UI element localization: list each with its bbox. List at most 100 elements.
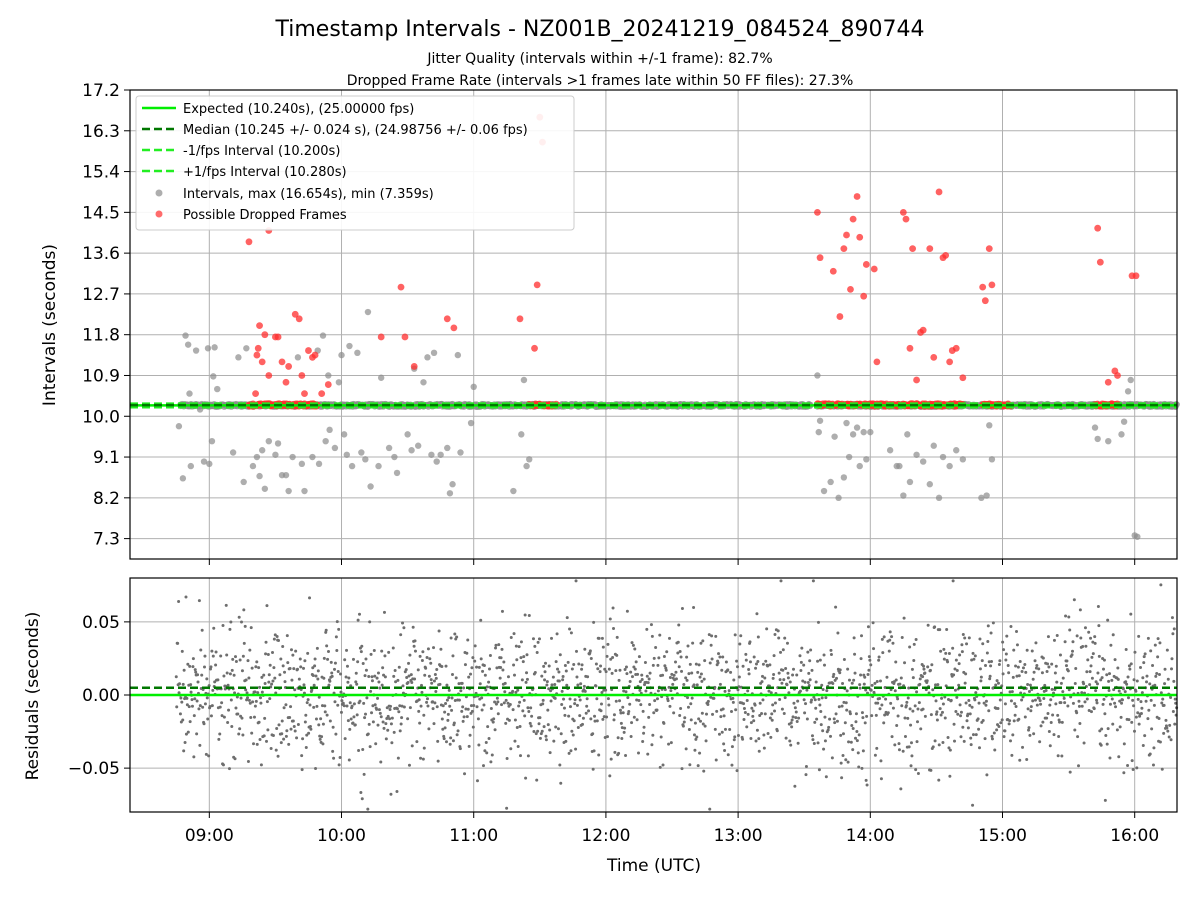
residual-point	[381, 666, 385, 670]
residual-point	[737, 685, 741, 689]
residual-point	[407, 763, 411, 767]
residual-point	[644, 689, 648, 693]
residual-point	[602, 715, 606, 719]
residual-point	[781, 668, 785, 672]
dropped-outlier-point	[274, 333, 282, 341]
residual-point	[256, 691, 260, 695]
residual-point	[182, 749, 186, 753]
residual-point	[481, 764, 485, 768]
bottom-y-tick-label: 0.05	[82, 613, 120, 633]
residual-point	[842, 700, 846, 704]
residual-point	[687, 672, 691, 676]
interval-outlier-point	[424, 354, 431, 361]
legend-swatch-intervals	[155, 189, 163, 197]
residual-point	[323, 710, 327, 714]
residual-point	[598, 670, 602, 674]
residual-point	[1072, 598, 1076, 602]
interval-outlier-point	[301, 487, 308, 495]
residual-point	[615, 653, 619, 657]
residual-point	[494, 643, 498, 647]
residual-point	[275, 634, 279, 638]
residual-point	[564, 739, 568, 743]
residual-point	[1159, 691, 1163, 695]
residual-point	[793, 706, 797, 710]
residual-point	[385, 717, 389, 721]
residual-point	[778, 678, 782, 682]
residual-point	[646, 752, 650, 756]
residual-point	[204, 752, 208, 756]
residual-point	[437, 629, 441, 633]
residual-point	[352, 702, 356, 706]
residual-point	[886, 711, 890, 715]
residual-point	[1146, 636, 1150, 640]
residual-point	[267, 673, 271, 677]
residual-point	[232, 673, 236, 677]
residual-point	[977, 701, 981, 705]
interval-outlier-point	[362, 456, 369, 463]
residual-point	[834, 605, 838, 609]
residual-point	[935, 718, 939, 722]
residual-point	[1059, 681, 1063, 685]
residual-point	[330, 671, 334, 675]
residual-point	[723, 689, 727, 693]
residual-point	[208, 704, 212, 708]
residual-point	[1011, 675, 1015, 679]
residual-point	[369, 689, 373, 693]
residual-point	[881, 651, 885, 655]
residual-point	[646, 681, 650, 685]
residual-point	[236, 712, 240, 716]
residual-point	[744, 658, 748, 662]
residual-point	[735, 659, 739, 663]
residual-point	[380, 649, 384, 653]
dropped-outlier-point	[856, 233, 864, 241]
residual-point	[849, 740, 853, 744]
residual-point	[1171, 632, 1175, 636]
residual-point	[512, 632, 516, 636]
residual-point	[1142, 655, 1146, 659]
residual-point	[465, 715, 469, 719]
residual-point	[268, 663, 272, 667]
residual-point	[662, 655, 666, 659]
residual-point	[642, 731, 646, 735]
residual-point	[1021, 666, 1025, 670]
residual-point	[519, 640, 523, 644]
residual-point	[1061, 690, 1065, 694]
residual-point	[777, 636, 781, 640]
residual-point	[840, 776, 844, 780]
residual-point	[358, 699, 362, 703]
residual-point	[1120, 698, 1124, 702]
interval-outlier-point	[904, 431, 911, 438]
residual-point	[551, 675, 555, 679]
residual-point	[623, 726, 627, 730]
residual-point	[522, 655, 526, 659]
residual-point	[1059, 701, 1063, 705]
residual-point	[433, 701, 437, 705]
residual-point	[973, 698, 977, 702]
residual-point	[839, 761, 843, 765]
interval-outlier-point	[433, 458, 440, 465]
dropped-outlier-point	[295, 315, 303, 323]
legend-label-minus-frame: -1/fps Interval (10.200s)	[183, 144, 340, 159]
dropped-outlier-point	[443, 315, 451, 323]
interval-outlier-point	[377, 374, 385, 381]
residual-point	[495, 696, 499, 700]
residual-point	[421, 650, 425, 654]
residual-point	[306, 651, 310, 655]
residual-point	[587, 709, 591, 713]
residual-point	[1083, 700, 1087, 704]
residual-point	[402, 626, 406, 630]
residual-point	[988, 674, 992, 678]
interval-outlier-point	[814, 372, 821, 379]
residual-point	[1127, 664, 1131, 668]
residual-point	[202, 722, 206, 726]
residual-point	[281, 645, 285, 649]
residual-point	[1063, 640, 1067, 644]
residual-point	[344, 675, 348, 679]
residual-point	[1168, 723, 1172, 727]
residual-point	[922, 667, 926, 671]
residual-point	[314, 767, 318, 771]
interval-outlier-point	[364, 308, 372, 316]
residual-point	[263, 716, 267, 720]
interval-outlier-point	[187, 462, 195, 470]
residual-point	[370, 679, 374, 683]
